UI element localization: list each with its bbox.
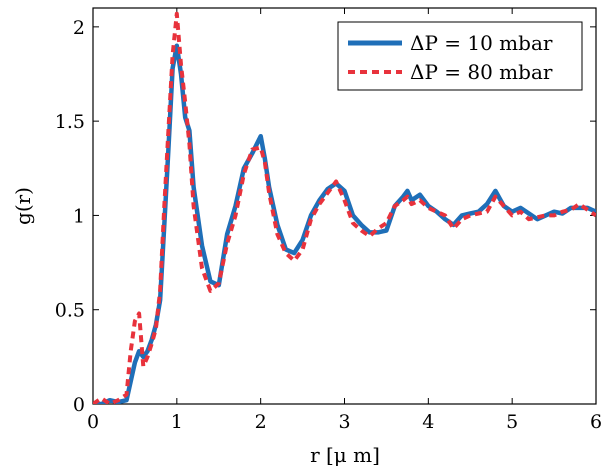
y-tick-label: 0 [73,394,85,416]
y-tick-label: 1 [73,205,85,227]
x-tick-label: 6 [590,411,602,433]
series-line-1 [93,43,596,404]
y-axis-label: g(r) [11,187,35,225]
series-line-2 [93,11,596,404]
y-tick-label: 2 [73,17,85,39]
x-tick-label: 1 [171,411,183,433]
series-lines [93,11,596,404]
legend-label-series-1: ΔP = 10 mbar [410,31,553,55]
legend-box [337,21,583,91]
x-axis-label: r [μ m] [310,443,380,467]
legend: ΔP = 10 mbar ΔP = 80 mbar [337,21,583,91]
y-tick-label: 1.5 [55,111,85,133]
x-tick-label: 0 [87,411,99,433]
axis-ticks: 0 1 2 3 4 5 6 0 0.5 1 1.5 2 [55,8,602,433]
x-tick-label: 4 [422,411,434,433]
legend-label-series-2: ΔP = 80 mbar [410,60,553,84]
x-tick-label: 5 [506,411,518,433]
x-tick-label: 3 [338,411,350,433]
y-tick-label: 0.5 [55,300,85,322]
x-tick-label: 2 [255,411,267,433]
